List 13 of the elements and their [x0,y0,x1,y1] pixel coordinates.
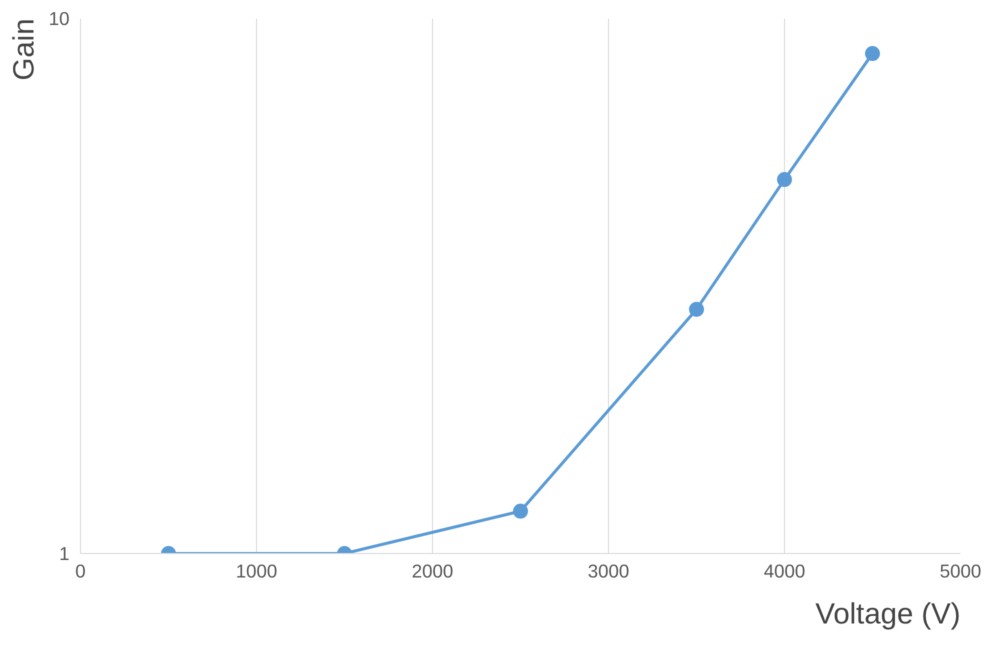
point [777,172,792,188]
x-tick-label: 3000 [588,560,630,582]
x-tick-label: 1000 [236,560,278,582]
x-tick-label: 4000 [764,560,806,582]
y-tick-label: 1 [59,543,70,564]
y-axis-title: Gain [8,18,40,80]
x-tick-label: 0 [75,560,86,582]
x-tick-label: 2000 [412,560,454,582]
y-tick-label: 10 [48,8,70,29]
point [865,46,880,62]
x-tick-label: 5000 [940,560,982,582]
x-axis-title: Voltage (V) [815,598,961,630]
point [689,302,704,317]
